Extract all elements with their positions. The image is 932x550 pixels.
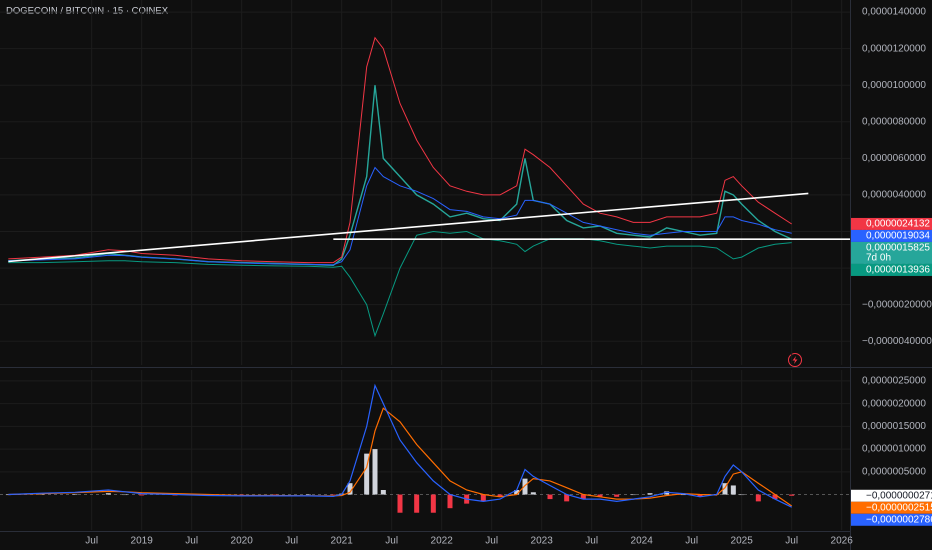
price-label: 0,0000024132 [866,219,930,230]
x-tick-label: 2026 [831,536,854,547]
histogram-bar [630,494,636,496]
x-tick-label: 2024 [631,536,654,547]
histogram-bar [564,494,570,502]
histogram-bar [522,478,528,495]
y-tick-label: 0,0000040000 [862,190,926,201]
x-tick-label: Jul [485,536,498,547]
price-label-bg [851,217,932,230]
y-tick-label: 0,0000005000 [862,466,926,477]
histogram-bar [772,494,778,500]
histogram-bar [272,494,278,496]
chart-title: DOGECOIN / BITCOIN · 15 · COINEX [6,6,169,17]
y-tick-label: 0,0000060000 [862,153,926,164]
histogram-bar [722,483,728,495]
y-tick-label: 0,0000010000 [862,444,926,455]
price-label: −0,0000002786 [866,514,932,525]
countdown-label: 7d 0h [866,253,891,264]
price-label-bg [851,489,932,502]
series-line [8,166,792,266]
histogram-bar [697,494,703,497]
histogram-bar [397,494,403,513]
pane-1 [0,370,850,530]
y-tick-label: 0,0000025000 [862,376,926,387]
histogram-bar [105,493,111,495]
x-tick-label: 2022 [431,536,454,547]
y-tick-label: −0,0000020000 [862,299,932,310]
pane-0 [0,0,850,365]
lightning-icon[interactable] [788,353,802,367]
x-tick-label: Jul [285,536,298,547]
histogram-bar [430,494,436,513]
histogram-bar [789,494,795,496]
histogram-bar [347,483,353,495]
drawn-line [8,192,809,263]
histogram-bar [680,494,686,496]
price-label: −0,0000002515 [866,502,932,513]
histogram-bar [239,494,245,496]
x-tick-label: 2019 [131,536,154,547]
series-line [8,36,792,264]
histogram-bar [305,494,311,496]
histogram-bar [414,494,420,513]
histogram-bar [614,494,620,497]
histogram-bar [664,491,670,495]
series-line [8,230,792,338]
x-tick-label: 2025 [731,536,754,547]
histogram-bar [447,494,453,509]
y-tick-label: 0,0000015000 [862,421,926,432]
histogram-bar [480,494,486,502]
histogram-bar [647,493,653,495]
histogram-bar [580,494,586,500]
histogram-bar [39,494,45,495]
price-label-bg [851,263,932,276]
price-label-bg [851,241,932,264]
histogram-bar [72,494,78,495]
histogram-bar [122,494,128,496]
y-tick-label: 0,0000080000 [862,116,926,127]
histogram-bar [139,494,145,496]
histogram-bar [597,494,603,497]
price-label: 0,0000019034 [866,231,930,242]
x-tick-label: 2020 [231,536,254,547]
x-tick-label: 2023 [531,536,554,547]
y-tick-label: 0,0000100000 [862,80,926,91]
x-tick-label: Jul [785,536,798,547]
price-label-bg [851,229,932,242]
histogram-bar [497,494,503,497]
histogram-bar [514,490,520,495]
histogram-bar [739,494,745,496]
price-label-bg [851,501,932,514]
histogram-bar [547,494,553,500]
price-label: 0,0000015825 [866,243,930,254]
histogram-bar [330,494,336,496]
x-tick-label: Jul [385,536,398,547]
price-label: 0,0000013936 [866,265,930,276]
histogram-bar [730,485,736,495]
x-tick-label: Jul [585,536,598,547]
x-tick-label: Jul [185,536,198,547]
histogram-bar [755,494,761,502]
icon-ring[interactable] [788,353,802,367]
price-label: −0,0000000271 [866,490,932,501]
x-tick-label: Jul [85,536,98,547]
y-tick-label: 0,0000140000 [862,7,926,18]
price-label-bg [851,513,932,526]
series-line [8,383,792,508]
histogram-bar [380,490,386,495]
x-tick-label: Jul [685,536,698,547]
icon-bolt[interactable] [792,356,798,364]
histogram-bar [372,449,378,495]
y-tick-label: 0,0000020000 [862,398,926,409]
y-tick-label: 0,0000120000 [862,43,926,54]
histogram-bar [364,453,370,495]
histogram-bar [530,492,536,495]
y-tick-label: −0,0000040000 [862,336,932,347]
series-line [8,407,793,507]
x-tick-label: 2021 [331,536,354,547]
